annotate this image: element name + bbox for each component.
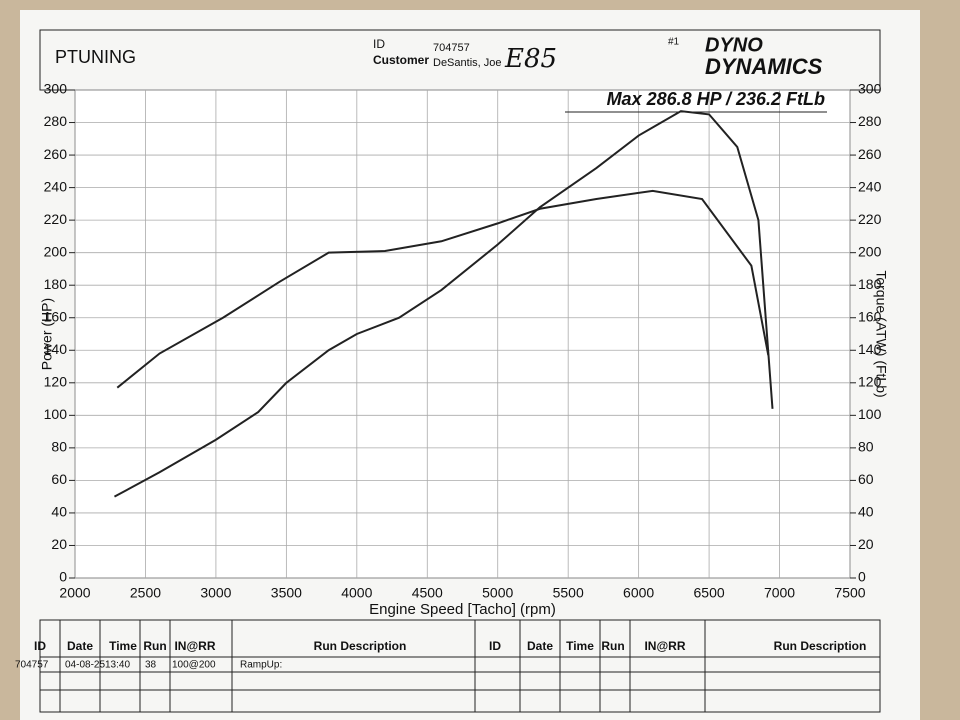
table-header: ID [34, 639, 46, 653]
y2-tick-label: 220 [858, 211, 882, 227]
table-cell: RampUp: [240, 660, 282, 671]
y-tick-label: 20 [51, 536, 67, 552]
table-header: IN@RR [644, 639, 685, 653]
table-cell: 04-08-25 [65, 660, 105, 671]
fuel-note: E85 [504, 44, 557, 74]
y-tick-label: 280 [44, 113, 68, 129]
x-tick-label: 4500 [412, 585, 443, 601]
y2-tick-label: 0 [858, 569, 866, 585]
x-tick-label: 3500 [271, 585, 302, 601]
y-tick-label: 120 [44, 374, 68, 390]
x-tick-label: 7000 [764, 585, 795, 601]
table-header: Run [601, 639, 624, 653]
y2-tick-label: 20 [858, 536, 874, 552]
x-axis-label: Engine Speed [Tacho] (rpm) [369, 601, 556, 618]
x-tick-label: 6500 [694, 585, 725, 601]
y-tick-label: 60 [51, 471, 67, 487]
curve [113, 110, 774, 498]
y2-tick-label: 260 [858, 146, 882, 162]
y-tick-label: 80 [51, 439, 67, 455]
y2-tick-label: 180 [858, 276, 882, 292]
y2-tick-label: 280 [858, 113, 882, 129]
x-tick-label: 5500 [553, 585, 584, 601]
brand: PTUNING [55, 47, 136, 67]
y2-tick-label: 200 [858, 243, 882, 259]
table-header: Time [109, 639, 137, 653]
y2-axis-label: Torque (ATW) (FtLb) [873, 270, 889, 397]
y-tick-label: 220 [44, 211, 68, 227]
table-cell: 704757 [15, 660, 49, 671]
logo-top: DYNO [705, 34, 763, 56]
table-header: Run [143, 639, 166, 653]
customer-label: Customer [373, 53, 429, 67]
y-tick-label: 40 [51, 504, 67, 520]
id-label: ID [373, 37, 385, 51]
y2-tick-label: 60 [858, 471, 874, 487]
y2-tick-label: 100 [858, 406, 882, 422]
x-tick-label: 4000 [341, 585, 372, 601]
x-tick-label: 7500 [834, 585, 865, 601]
y-tick-label: 180 [44, 276, 68, 292]
y2-tick-label: 80 [858, 439, 874, 455]
plot-area [74, 89, 851, 579]
y2-tick-label: 40 [858, 504, 874, 520]
y-tick-label: 260 [44, 146, 68, 162]
run-number: #1 [668, 37, 680, 48]
y-tick-label: 300 [44, 81, 68, 97]
y-tick-label: 200 [44, 243, 68, 259]
table-box [39, 619, 881, 713]
x-tick-label: 2500 [130, 585, 161, 601]
table-cell: 13:40 [105, 660, 130, 671]
y-tick-label: 160 [44, 308, 68, 324]
table-header: Date [527, 639, 553, 653]
y-tick-label: 100 [44, 406, 68, 422]
customer-value: DeSantis, Joe [433, 57, 501, 69]
table-header: ID [489, 639, 501, 653]
y2-tick-label: 300 [858, 81, 882, 97]
table-header: Date [67, 639, 93, 653]
y2-tick-label: 240 [858, 178, 882, 194]
y2-tick-label: 160 [858, 308, 882, 324]
x-tick-label: 6000 [623, 585, 654, 601]
table-header: Run Description [774, 639, 867, 653]
table-header: IN@RR [174, 639, 215, 653]
y2-tick-label: 120 [858, 374, 882, 390]
table-header: Time [566, 639, 594, 653]
id-value: 704757 [433, 42, 470, 54]
x-tick-label: 2000 [59, 585, 90, 601]
y2-tick-label: 140 [858, 341, 882, 357]
x-tick-label: 5000 [482, 585, 513, 601]
table-cell: 38 [145, 660, 157, 671]
table-header: Run Description [314, 639, 407, 653]
y-axis-label: Power (HP) [39, 298, 55, 370]
table-cell: 100@200 [172, 660, 216, 671]
y-tick-label: 240 [44, 178, 68, 194]
x-tick-label: 3000 [200, 585, 231, 601]
logo-bottom: DYNAMICS [705, 54, 823, 79]
curve [116, 189, 770, 389]
y-tick-label: 0 [59, 569, 67, 585]
chart-title: Max 286.8 HP / 236.2 FtLb [607, 89, 825, 109]
y-tick-label: 140 [44, 341, 68, 357]
